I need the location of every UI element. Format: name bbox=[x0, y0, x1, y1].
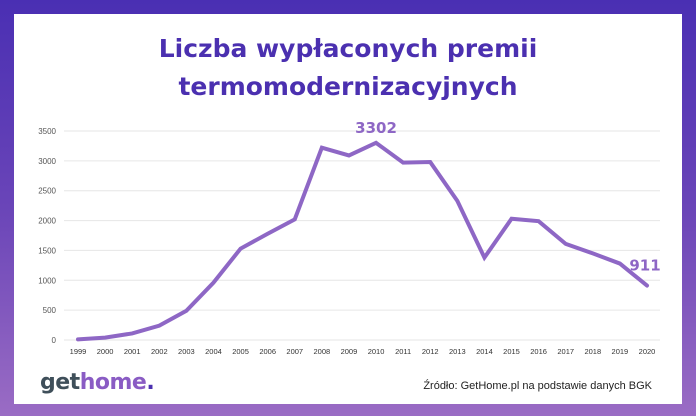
x-tick-label: 2020 bbox=[639, 347, 656, 356]
chart-title-line-1: Liczba wypłaconych premii bbox=[158, 34, 538, 63]
x-tick-label: 2006 bbox=[259, 347, 276, 356]
x-tick-label: 2003 bbox=[178, 347, 195, 356]
source-note: Źródło: GetHome.pl na podstawie danych B… bbox=[423, 380, 652, 392]
x-tick-label: 2014 bbox=[476, 347, 493, 356]
gethome-logo: gethome. bbox=[40, 370, 155, 395]
x-tick-label: 2008 bbox=[314, 347, 331, 356]
y-tick-label: 2500 bbox=[38, 187, 56, 196]
x-tick-label: 2019 bbox=[612, 347, 629, 356]
y-tick-label: 2000 bbox=[38, 217, 56, 226]
y-tick-label: 3000 bbox=[38, 157, 56, 166]
y-tick-label: 500 bbox=[43, 306, 57, 315]
data-label: 911 bbox=[629, 257, 660, 275]
x-tick-label: 2005 bbox=[232, 347, 249, 356]
data-label: 3302 bbox=[355, 119, 397, 137]
chart-title-line-2: termomodernizacyjnych bbox=[178, 72, 518, 101]
data-line bbox=[76, 140, 649, 342]
x-tick-label: 2007 bbox=[286, 347, 303, 356]
y-tick-label: 3500 bbox=[38, 127, 56, 136]
x-tick-label: 2010 bbox=[368, 347, 385, 356]
y-tick-label: 1500 bbox=[38, 246, 56, 255]
chart-title: Liczba wypłaconych premii termomoderniza… bbox=[0, 30, 696, 106]
x-tick-label: 2018 bbox=[584, 347, 601, 356]
x-tick-label: 2012 bbox=[422, 347, 439, 356]
x-tick-label: 2002 bbox=[151, 347, 168, 356]
x-tick-label: 2013 bbox=[449, 347, 466, 356]
x-tick-label: 2000 bbox=[97, 347, 114, 356]
x-tick-label: 2011 bbox=[395, 347, 411, 356]
x-tick-label: 2004 bbox=[205, 347, 222, 356]
x-tick-label: 2015 bbox=[503, 347, 520, 356]
y-tick-label: 1000 bbox=[38, 276, 56, 285]
x-tick-label: 2016 bbox=[530, 347, 547, 356]
chart-card bbox=[14, 14, 682, 404]
x-tick-label: 2017 bbox=[557, 347, 574, 356]
x-tick-label: 2001 bbox=[124, 347, 141, 356]
x-tick-label: 2009 bbox=[341, 347, 358, 356]
y-tick-label: 0 bbox=[52, 336, 57, 345]
x-tick-label: 1999 bbox=[70, 347, 87, 356]
